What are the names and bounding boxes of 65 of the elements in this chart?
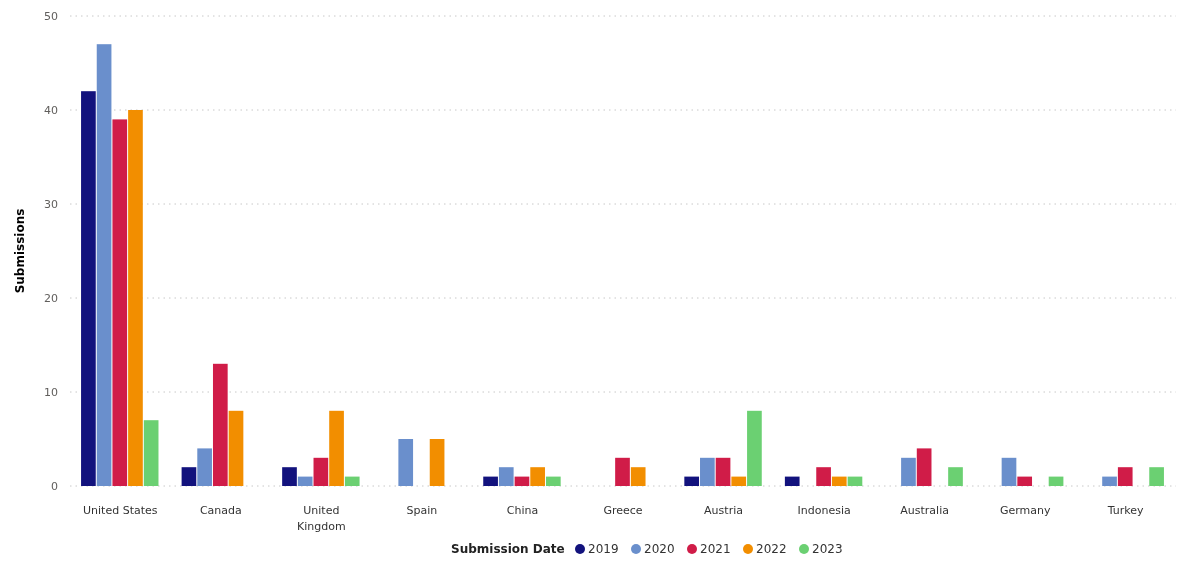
- bar: [297, 476, 313, 486]
- legend-label: 2023: [812, 542, 843, 556]
- x-tick-label: Spain: [406, 504, 438, 517]
- bar: [1117, 467, 1133, 486]
- bar: [212, 363, 228, 486]
- bar: [96, 44, 112, 486]
- y-tick-label: 30: [44, 197, 58, 211]
- bar: [483, 476, 498, 486]
- y-tick-label: 40: [44, 103, 58, 117]
- x-tick-label: Germany: [999, 504, 1051, 517]
- bar: [344, 476, 360, 486]
- legend-title: Submission Date: [451, 542, 565, 556]
- bar: [143, 420, 159, 486]
- bar: [329, 410, 344, 486]
- legend-label: 2021: [700, 542, 731, 556]
- bar: [514, 476, 530, 486]
- bar: [731, 476, 747, 486]
- bar: [700, 457, 715, 486]
- y-axis-title: Submissions: [13, 208, 27, 294]
- y-tick-label: 50: [44, 9, 58, 23]
- bar: [398, 439, 414, 486]
- bar: [1048, 476, 1064, 486]
- x-tick-label: Greece: [603, 504, 643, 517]
- bar: [831, 476, 847, 486]
- bar: [197, 448, 212, 486]
- bar: [313, 457, 329, 486]
- legend-label: 2022: [756, 542, 787, 556]
- bar: [545, 476, 561, 486]
- bar: [112, 119, 128, 486]
- bar: [128, 110, 143, 486]
- bar: [784, 476, 800, 486]
- x-tick-label: Canada: [199, 504, 242, 517]
- bar: [847, 476, 863, 486]
- bar: [901, 457, 916, 486]
- bar: [429, 439, 445, 486]
- bar: [816, 467, 831, 486]
- y-tick-label: 0: [51, 479, 58, 493]
- x-tick-label: China: [506, 504, 539, 517]
- bar: [1102, 476, 1117, 486]
- legend-label: 2020: [644, 542, 675, 556]
- bar: [81, 91, 96, 486]
- bar: [715, 457, 731, 486]
- bar: [1001, 457, 1017, 486]
- x-tick-label: Indonesia: [797, 504, 851, 517]
- bar: [615, 457, 630, 486]
- x-tick-label: United States: [83, 504, 158, 517]
- bar: [916, 448, 932, 486]
- bar: [228, 410, 244, 486]
- x-tick-label: Turkey: [1106, 504, 1145, 517]
- x-tick-label: United Kingdom: [297, 504, 346, 533]
- bar: [282, 467, 297, 486]
- bar: [747, 410, 762, 486]
- y-tick-label: 20: [44, 291, 58, 305]
- bar: [1149, 467, 1164, 486]
- bar: [181, 467, 197, 486]
- x-tick-label: Austria: [704, 504, 743, 517]
- legend-label: 2019: [588, 542, 619, 556]
- bar: [498, 467, 514, 486]
- bar: [630, 467, 646, 486]
- bar: [684, 476, 700, 486]
- bar: [1017, 476, 1033, 486]
- bar: [530, 467, 545, 486]
- x-tick-label: Australia: [900, 504, 949, 517]
- bar: [948, 467, 963, 486]
- y-tick-label: 10: [44, 385, 58, 399]
